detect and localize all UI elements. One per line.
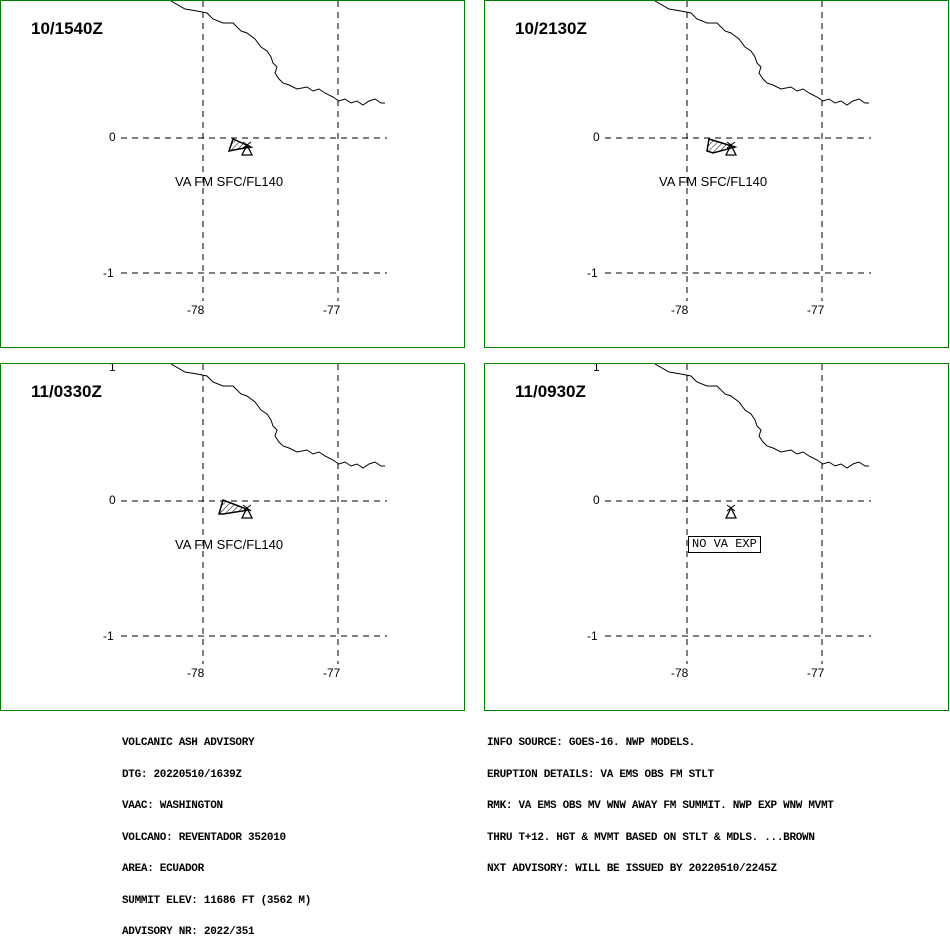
no-ash-expected-label: NO VA EXP bbox=[688, 536, 761, 553]
volcano-marker-line bbox=[726, 141, 736, 149]
latitude-tick-label: 0 bbox=[593, 130, 600, 144]
map-panel-3: 11/0330Z 1 0 -1 -78 -77 VA FM SFC/FL140 bbox=[0, 363, 465, 711]
latitude-tick-label: -1 bbox=[103, 266, 114, 280]
advisory-line: ADVISORY NR: 2022/351 bbox=[122, 926, 255, 938]
map-canvas bbox=[605, 364, 871, 664]
coastline bbox=[654, 1, 869, 106]
advisory-line: AREA: ECUADOR bbox=[122, 863, 204, 875]
map-canvas bbox=[121, 364, 387, 664]
longitude-tick-label: -77 bbox=[807, 303, 825, 317]
longitude-tick-label: -78 bbox=[671, 303, 689, 317]
coastline bbox=[170, 1, 385, 106]
advisory-line: NXT ADVISORY: WILL BE ISSUED BY 20220510… bbox=[487, 863, 777, 875]
panel-time-label: 10/1540Z bbox=[31, 19, 103, 38]
latitude-tick-label: 0 bbox=[109, 493, 116, 507]
volcano-icon bbox=[724, 506, 738, 519]
advisory-line: DTG: 20220510/1639Z bbox=[122, 768, 242, 781]
longitude-tick-label: -77 bbox=[323, 666, 341, 680]
ash-cloud-polygon bbox=[227, 137, 254, 152]
longitude-tick-label: -77 bbox=[807, 666, 825, 680]
advisory-line: RMK: VA EMS OBS MV WNW AWAY FM SUMMIT. N… bbox=[487, 800, 834, 812]
map-canvas bbox=[121, 1, 387, 301]
ash-cloud-polygon bbox=[706, 138, 738, 154]
coastline bbox=[170, 364, 385, 469]
coastline bbox=[654, 364, 869, 469]
latitude-tick-label: 0 bbox=[593, 493, 600, 507]
ash-level-label: VA FM SFC/FL140 bbox=[175, 174, 284, 189]
longitude-tick-label: -77 bbox=[323, 303, 341, 317]
volcano-marker-line bbox=[242, 504, 252, 512]
ash-level-label: VA FM SFC/FL140 bbox=[175, 537, 284, 552]
advisory-right-text: INFO SOURCE: GOES-16. NWP MODELS. ERUPTI… bbox=[487, 717, 834, 885]
latitude-tick-label: 0 bbox=[109, 130, 116, 144]
volcano-marker-line bbox=[242, 141, 252, 149]
longitude-tick-label: -78 bbox=[187, 666, 205, 680]
advisory-line: ERUPTION DETAILS: VA EMS OBS FM STLT bbox=[487, 768, 714, 781]
latitude-tick-label: -1 bbox=[587, 629, 598, 643]
advisory-line: VOLCANIC ASH ADVISORY bbox=[122, 737, 255, 749]
advisory-line: THRU T+12. HGT & MVMT BASED ON STLT & MD… bbox=[487, 831, 815, 844]
volcano-icon bbox=[240, 506, 254, 519]
ash-level-label: VA FM SFC/FL140 bbox=[659, 174, 768, 189]
advisory-left-text: VOLCANIC ASH ADVISORY DTG: 20220510/1639… bbox=[122, 717, 311, 948]
latitude-tick-label: 1 bbox=[109, 363, 116, 374]
advisory-line: INFO SOURCE: GOES-16. NWP MODELS. bbox=[487, 737, 695, 749]
panel-time-label: 11/0930Z bbox=[515, 382, 586, 401]
advisory-line: SUMMIT ELEV: 11686 FT (3562 M) bbox=[122, 894, 312, 907]
latitude-tick-label: 1 bbox=[593, 363, 600, 374]
latitude-tick-label: -1 bbox=[587, 266, 598, 280]
longitude-tick-label: -78 bbox=[187, 303, 205, 317]
map-panel-4: 11/0930Z 1 0 -1 -78 -77 NO VA EXP bbox=[484, 363, 949, 711]
panel-time-label: 11/0330Z bbox=[31, 382, 102, 401]
volcano-icon bbox=[724, 143, 738, 156]
volcano-marker-line bbox=[726, 504, 736, 512]
volcano-icon bbox=[240, 143, 254, 156]
longitude-tick-label: -78 bbox=[671, 666, 689, 680]
latitude-tick-label: -1 bbox=[103, 629, 114, 643]
advisory-line: VAAC: WASHINGTON bbox=[122, 800, 223, 812]
map-canvas bbox=[605, 1, 871, 301]
panel-time-label: 10/2130Z bbox=[515, 19, 587, 38]
advisory-line: VOLCANO: REVENTADOR 352010 bbox=[122, 831, 286, 844]
